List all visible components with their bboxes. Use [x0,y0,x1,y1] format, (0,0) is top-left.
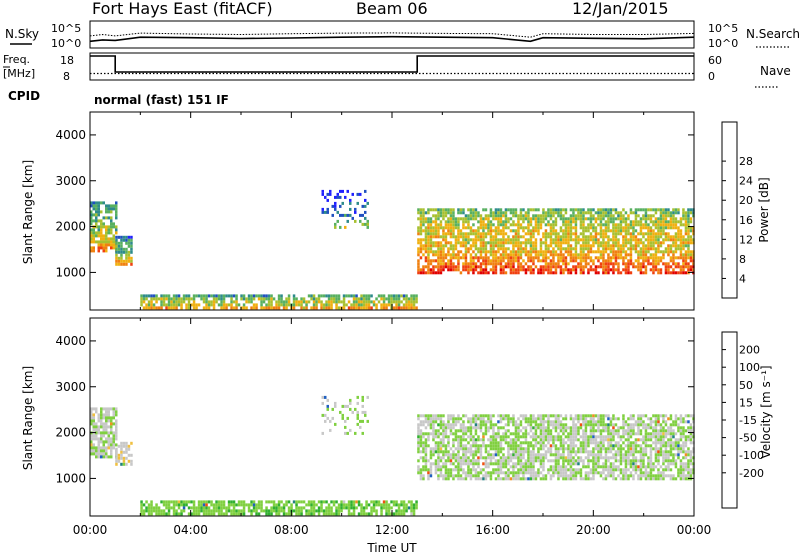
colorbar-tick-label: 28 [739,155,753,168]
colorbar-tick-label: 200 [739,344,760,357]
freq-label-2: [MHz] [3,67,35,80]
range-tick-label: 1000 [55,265,86,279]
colorbar-tick-label: 24 [739,175,753,188]
velocity-heatmap [90,396,695,516]
beam-label: Beam 06 [356,0,428,18]
colorbar-tick-label: 100 [739,361,760,374]
time-axis-label: Time UT [366,541,417,554]
echo-region [417,414,695,480]
colorbar-tick-label: -200 [739,467,764,480]
nave-tick-bottom: 0 [708,70,715,83]
colorbar-tick-label: 12 [739,233,753,246]
freq-tick-bottom: 8 [63,70,70,83]
date-label: 12/Jan/2015 [572,0,669,18]
nsearch-label: N.Search [746,27,800,41]
power-cbar-label: Power [dB] [757,177,771,242]
freq-tick-top: 18 [60,54,74,67]
station-title: Fort Hays East (fitACF) [92,0,273,18]
time-tick-label: 00:00 [677,523,712,537]
cpid-label: CPID [8,89,40,103]
freq-label-1: Freq. [3,53,30,66]
echo-region [140,294,418,309]
echo-region [322,396,370,435]
freq-panel-frame [90,53,694,80]
range-tick-label: 2000 [55,220,86,234]
echo-region [322,190,370,229]
range-tick-label: 3000 [55,174,86,188]
colorbar-tick-label: -15 [739,414,757,427]
power-heatmap [90,190,695,310]
colorbar-tick-label: -50 [739,432,757,445]
frequency-line [90,56,694,72]
colorbar-tick-label: 15 [739,396,753,409]
echo-region [417,208,695,274]
range-tick-label: 4000 [55,334,86,348]
colorbar-tick-label: 20 [739,194,753,207]
time-tick-label: 16:00 [475,523,510,537]
range-tick-label: 2000 [55,426,86,440]
echo-region [115,442,133,466]
nave-label: Nave [760,64,791,78]
range-tick-label: 4000 [55,128,86,142]
colorbar-tick-label: 4 [739,272,746,285]
cpid-text: normal (fast) 151 IF [94,93,229,107]
power-ylabel: Slant Range [km] [21,160,35,264]
nsky-label: N.Sky [5,27,39,41]
time-tick-label: 00:00 [73,523,108,537]
echo-region [115,236,133,266]
colorbar-tick-label: 8 [739,253,746,266]
echo-region [140,500,418,515]
nsky-line [90,37,694,42]
colorbar-tick-label: 16 [739,214,753,227]
nave-tick-top: 60 [708,54,722,67]
range-tick-label: 1000 [55,471,86,485]
range-tick-label: 3000 [55,380,86,394]
nsearch-tick-top: 10^5 [708,22,738,35]
nsearch-tick-bottom: 10^0 [708,37,738,50]
nsky-tick-top: 10^5 [51,22,81,35]
colorbar-tick-label: 50 [739,379,753,392]
time-tick-label: 08:00 [274,523,309,537]
velocity-cbar-label: Velocity [m s⁻¹] [759,365,773,458]
time-tick-label: 20:00 [576,523,611,537]
time-tick-label: 12:00 [375,523,410,537]
time-tick-label: 04:00 [173,523,208,537]
nsky-tick-bottom: 10^0 [51,37,81,50]
velocity-ylabel: Slant Range [km] [21,366,35,470]
